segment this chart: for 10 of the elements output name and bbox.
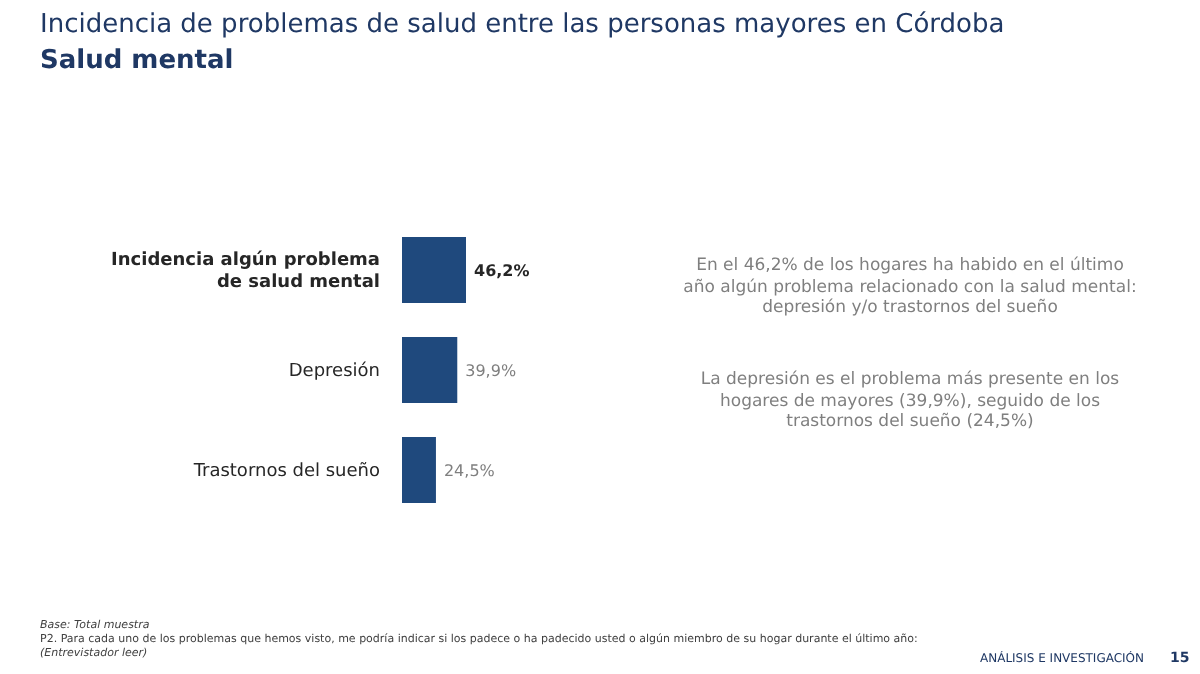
text: En el 46,2% de los hogares ha habido en el último año algún problema relacionado con la salud mental: depresión y/o trastornos del sueño xyxy=(681,256,1139,320)
data-label: 24,5% xyxy=(443,461,496,480)
text: Incidencia de problemas de salud entre las personas mayores en Córdoba xyxy=(40,10,1005,40)
y-tick-label: Incidencia algún problema de salud mental xyxy=(111,248,380,293)
data-label: 46,2% xyxy=(474,261,530,280)
data-label: 39,9% xyxy=(465,361,517,380)
text: La depresión es el problema más presente en los hogares de mayores (39,9%), seguido de los trastornos del sueño (24,5%) xyxy=(698,370,1122,434)
y-tick-label: Trastornos del sueño xyxy=(191,461,381,482)
y-tick-label: Depresión xyxy=(288,359,380,382)
text: Salud mental xyxy=(40,46,234,76)
